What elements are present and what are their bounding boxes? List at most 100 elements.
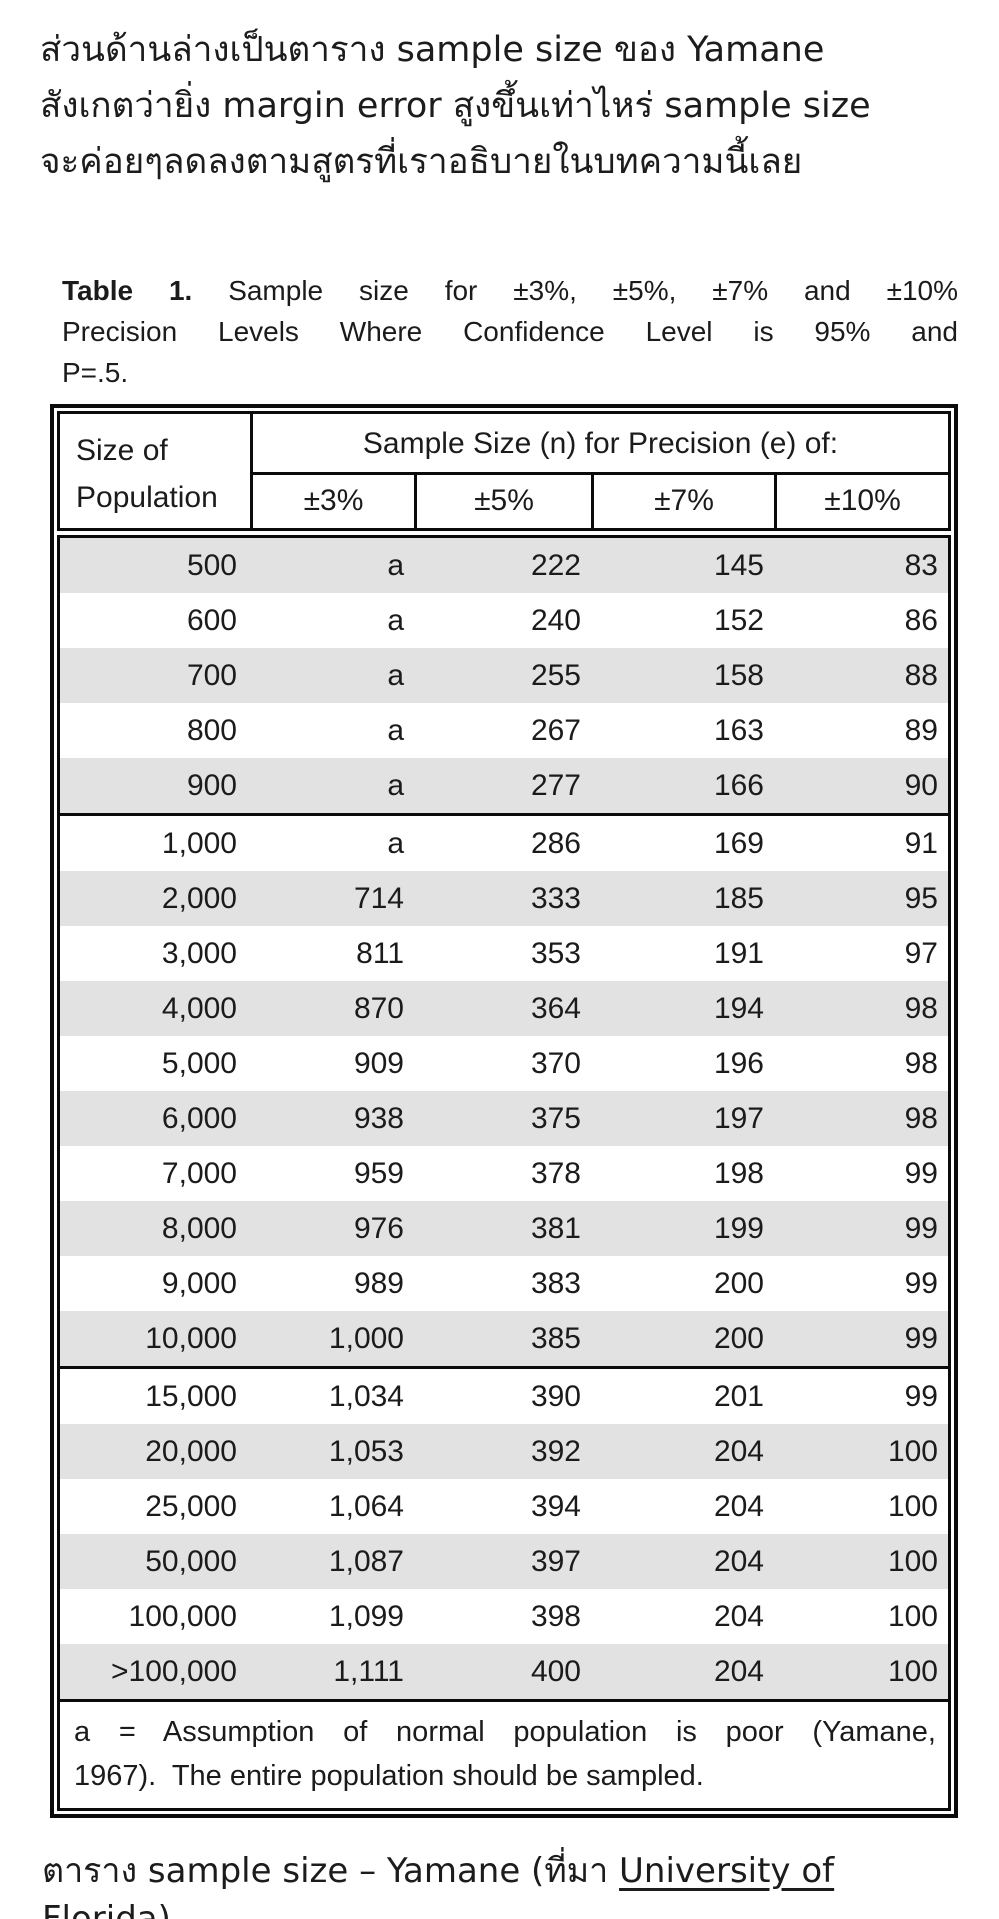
cell: 10,000 (145, 1322, 237, 1355)
cell: a (387, 549, 404, 582)
cell: 811 (356, 937, 404, 970)
cell: >100,000 (111, 1655, 237, 1688)
cell: 277 (530, 769, 581, 802)
cell: 83 (904, 549, 938, 582)
cell: 169 (713, 827, 764, 860)
header-precision-10: ±10% (774, 475, 948, 528)
cell: 5,000 (161, 1047, 237, 1080)
cell: 199 (713, 1212, 764, 1245)
cell: 25,000 (145, 1490, 237, 1523)
cell: 938 (353, 1102, 404, 1135)
cell: 9,000 (161, 1267, 237, 1300)
cell: 98 (904, 1102, 938, 1135)
cell: 909 (353, 1047, 404, 1080)
header-precision-3: ±3% (303, 484, 364, 517)
table-row: 10,000 1,000 385 200 99 (60, 1311, 948, 1366)
cell: 714 (353, 882, 404, 915)
cell: 1,087 (328, 1545, 404, 1578)
cell: 976 (353, 1212, 404, 1245)
cell: 390 (530, 1380, 581, 1413)
cell: 381 (530, 1212, 581, 1245)
table-row: 50,000 1,087 397 204 100 (60, 1534, 948, 1589)
caption-suffix: ) (157, 1899, 171, 1919)
header-precision-row: ±3% ±5% ±7% ±10% (253, 475, 948, 528)
cell: 100 (887, 1545, 938, 1578)
cell: 20,000 (145, 1435, 237, 1468)
cell: 800 (186, 714, 237, 747)
table-section: 15,000 1,034 390 201 99 20,000 1,053 392 204 100 2… (57, 1366, 951, 1702)
cell: a (387, 827, 404, 860)
table-section: 1,000 a 286 169 91 2,000 714 333 185 95 3,000 811 35… (57, 813, 951, 1369)
cell: 200 (713, 1267, 764, 1300)
cell: a (387, 659, 404, 692)
cell: 197 (713, 1102, 764, 1135)
sample-size-table: Size of Population Sample Size (n) for P… (50, 404, 958, 1818)
cell: 99 (904, 1322, 938, 1355)
cell: 97 (904, 937, 938, 970)
cell: a (387, 714, 404, 747)
cell: 2,000 (161, 882, 237, 915)
cell: 196 (713, 1047, 764, 1080)
cell: 100,000 (128, 1600, 237, 1633)
cell: 400 (530, 1655, 581, 1688)
cell: 4,000 (161, 992, 237, 1025)
table-row: 800 a 267 163 89 (60, 703, 948, 758)
cell: 99 (904, 1380, 938, 1413)
header-sample-size-span: Sample Size (n) for Precision (e) of: (253, 414, 948, 475)
cell: 1,034 (328, 1380, 404, 1413)
cell: 98 (904, 1047, 938, 1080)
cell: 1,099 (328, 1600, 404, 1633)
cell: 145 (713, 549, 764, 582)
caption-link[interactable]: University of Florida (42, 1851, 835, 1919)
intro-line: สังเกตว่ายิ่ง margin error สูงขึ้นเท่าไห… (40, 86, 871, 126)
cell: 394 (530, 1490, 581, 1523)
table-row: 4,000 870 364 194 98 (60, 981, 948, 1036)
cell: 158 (713, 659, 764, 692)
cell: 600 (186, 604, 237, 637)
cell: 398 (530, 1600, 581, 1633)
cell: 200 (713, 1322, 764, 1355)
footnote-line: a = Assumption of normal population is p… (74, 1716, 936, 1748)
cell: 353 (530, 937, 581, 970)
header-col0-line: Size of (76, 434, 168, 467)
cell: 100 (887, 1655, 938, 1688)
table-caption: ตาราง sample size – Yamane (ที่มา Univer… (42, 1847, 972, 1919)
cell: 204 (713, 1600, 764, 1633)
table-row: 8,000 976 381 199 99 (60, 1201, 948, 1256)
cell: a (387, 604, 404, 637)
header-right-group: Sample Size (n) for Precision (e) of: ±3… (253, 414, 948, 528)
cell: 204 (713, 1435, 764, 1468)
cell: 286 (530, 827, 581, 860)
table-body: 500 a 222 145 83 600 a 240 152 86 700 a 255 158 88 800 a… (57, 535, 951, 1702)
cell: 6,000 (161, 1102, 237, 1135)
table-title-line: P=.5. (62, 357, 129, 388)
table-header: Size of Population Sample Size (n) for P… (57, 411, 951, 531)
cell: 1,000 (328, 1322, 404, 1355)
intro-line: จะค่อยๆลดลงตามสูตรที่เราอธิบายในบทความนี… (40, 142, 803, 182)
intro-line: ส่วนด้านล่างเป็นตาราง sample size ของ Ya… (40, 30, 825, 70)
cell: 1,000 (161, 827, 237, 860)
table-row: 5,000 909 370 196 98 (60, 1036, 948, 1091)
cell: 204 (713, 1545, 764, 1578)
cell: 240 (530, 604, 581, 637)
table-row: 3,000 811 353 191 97 (60, 926, 948, 981)
cell: 267 (530, 714, 581, 747)
table-title-label: Table 1. (62, 275, 193, 306)
intro-text: ส่วนด้านล่างเป็นตาราง sample size ของ Ya… (40, 22, 975, 190)
cell: 900 (186, 769, 237, 802)
cell: 3,000 (161, 937, 237, 970)
cell: 7,000 (161, 1157, 237, 1190)
cell: 385 (530, 1322, 581, 1355)
header-precision-7: ±7% (591, 475, 774, 528)
table-row: 15,000 1,034 390 201 99 (60, 1369, 948, 1424)
cell: 989 (353, 1267, 404, 1300)
cell: 50,000 (145, 1545, 237, 1578)
cell: 100 (887, 1600, 938, 1633)
table-footnote: a = Assumption of normal population is p… (57, 1699, 951, 1811)
table-section: 500 a 222 145 83 600 a 240 152 86 700 a 255 158 88 800 a… (57, 535, 951, 816)
cell: 163 (713, 714, 764, 747)
cell: 255 (530, 659, 581, 692)
table-row: 25,000 1,064 394 204 100 (60, 1479, 948, 1534)
cell: 89 (904, 714, 938, 747)
